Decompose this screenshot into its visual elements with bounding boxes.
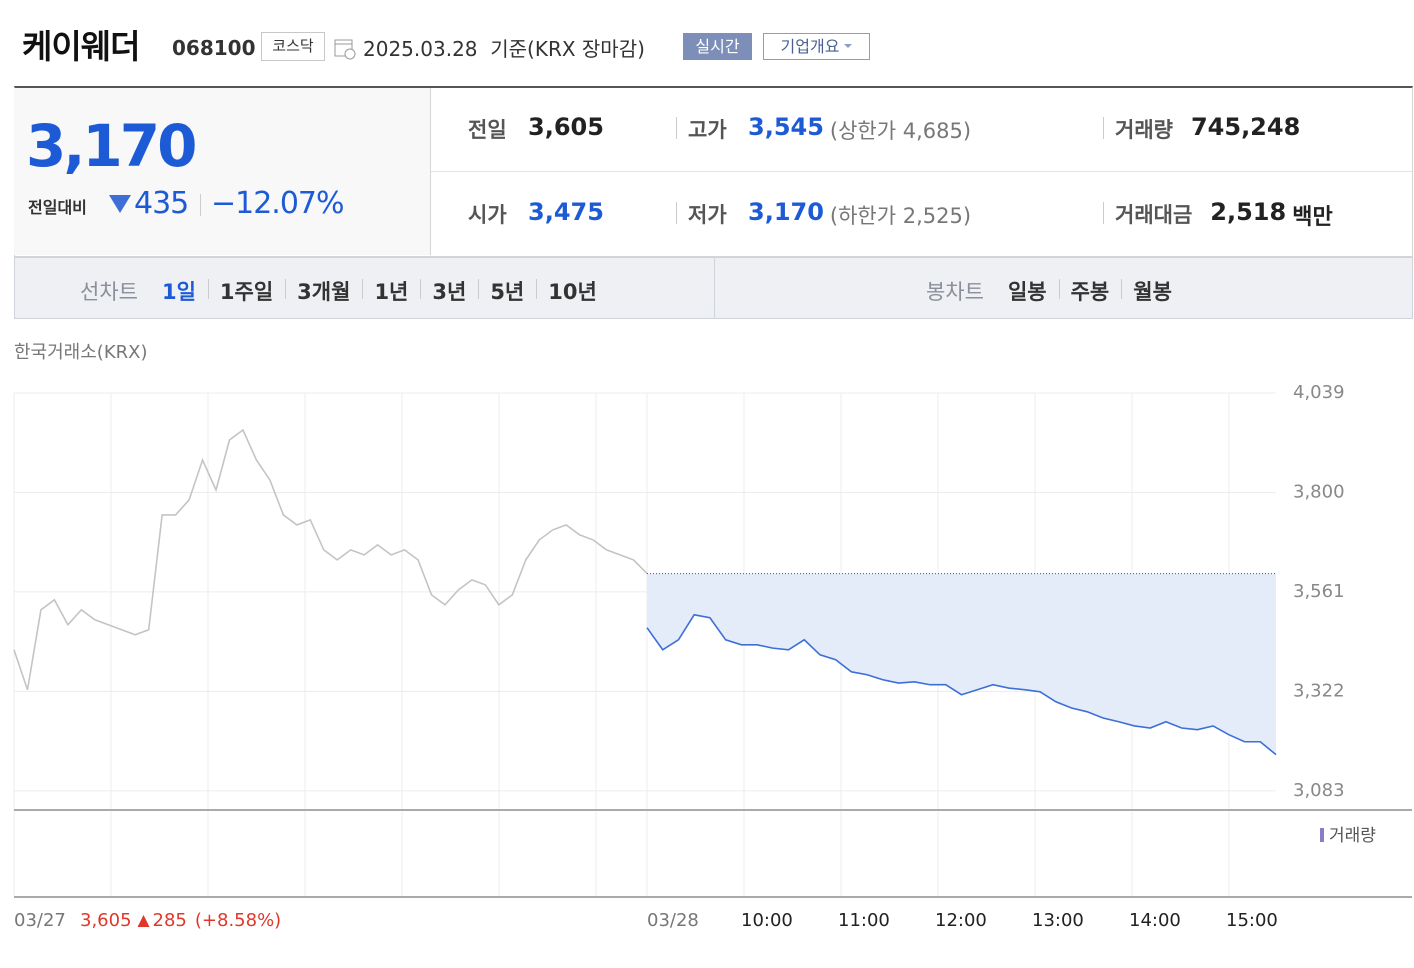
stat-value: 3,605 bbox=[528, 113, 604, 141]
tab[interactable]: 3년 bbox=[432, 280, 467, 304]
tab[interactable]: 10년 bbox=[548, 280, 597, 304]
company-label: 기업개요 bbox=[780, 37, 840, 56]
tab[interactable]: 주봉 bbox=[1070, 280, 1110, 304]
separator bbox=[676, 202, 677, 224]
date-basis: 기준(KRX 장마감) bbox=[490, 37, 645, 61]
x-tick-label: 13:00 bbox=[1032, 910, 1084, 931]
date: 2025.03.28 bbox=[363, 37, 478, 61]
y-tick-label: 3,800 bbox=[1293, 481, 1345, 502]
separator bbox=[478, 279, 480, 299]
stat-label: 거래대금 bbox=[1115, 203, 1193, 227]
separator bbox=[536, 279, 538, 299]
x-tick-label: 10:00 bbox=[741, 910, 793, 931]
x-tick-label: 11:00 bbox=[838, 910, 890, 931]
separator bbox=[1121, 279, 1123, 299]
down-arrow bbox=[109, 195, 131, 213]
separator bbox=[200, 194, 201, 216]
tab[interactable]: 1일 bbox=[161, 280, 196, 304]
volume-legend: 거래량 bbox=[1329, 826, 1376, 846]
separator bbox=[207, 279, 209, 299]
tab[interactable]: 일봉 bbox=[1007, 280, 1047, 304]
chart-source: 한국거래소(KRX) bbox=[14, 342, 148, 363]
tab-bar bbox=[14, 257, 1413, 319]
separator bbox=[285, 279, 287, 299]
tab-group-label: 선차트 bbox=[80, 280, 138, 304]
tab[interactable]: 5년 bbox=[490, 280, 525, 304]
price-limit: (상한가 4,685) bbox=[829, 119, 972, 143]
tab[interactable]: 월봉 bbox=[1133, 280, 1172, 304]
separator bbox=[1103, 202, 1104, 224]
tab[interactable]: 3개월 bbox=[297, 280, 351, 304]
x-day-label: 03/27 bbox=[14, 910, 66, 931]
separator bbox=[362, 279, 364, 299]
x-tick-label: 14:00 bbox=[1129, 910, 1181, 931]
change-pct: −12.07% bbox=[211, 186, 345, 221]
volume-legend-swatch bbox=[1320, 828, 1324, 842]
prev-change: 285 bbox=[153, 910, 187, 931]
stat-label: 고가 bbox=[688, 118, 727, 142]
stat-value: 3,170 bbox=[748, 198, 824, 226]
stat-label: 저가 bbox=[688, 203, 727, 227]
stat-label: 거래량 bbox=[1115, 118, 1173, 142]
x-tick-label: 12:00 bbox=[935, 910, 987, 931]
prev-pct: (+8.58%) bbox=[195, 910, 281, 931]
stat-unit: 백만 bbox=[1292, 205, 1333, 230]
divider bbox=[714, 258, 715, 318]
x-day-label: 03/28 bbox=[647, 910, 699, 931]
prev-close: 3,605 bbox=[80, 910, 132, 931]
y-tick-label: 3,561 bbox=[1293, 581, 1345, 602]
calendar-icon bbox=[334, 39, 356, 60]
up-arrow bbox=[137, 915, 150, 927]
area bbox=[647, 573, 1276, 755]
y-tick-label: 4,039 bbox=[1293, 382, 1345, 403]
stat-value: 3,545 bbox=[748, 113, 824, 141]
separator bbox=[420, 279, 422, 299]
price-limit: (하한가 2,525) bbox=[829, 204, 972, 228]
change: 435 bbox=[134, 186, 189, 221]
stat-label: 시가 bbox=[468, 203, 507, 227]
price-line bbox=[646, 613, 1277, 756]
stat-value: 3,475 bbox=[528, 198, 604, 226]
stock-code: 068100 bbox=[172, 36, 256, 60]
tab[interactable]: 1년 bbox=[374, 280, 409, 304]
date-info: 2025.03.28 기준(KRX 장마감) bbox=[363, 33, 645, 62]
separator bbox=[1058, 279, 1060, 299]
current-price: 3,170 bbox=[26, 112, 197, 180]
price-panel bbox=[14, 88, 431, 255]
y-tick-label: 3,083 bbox=[1293, 780, 1345, 801]
separator bbox=[1103, 117, 1104, 139]
stat-label: 전일 bbox=[468, 118, 507, 142]
market-badge: 코스닥 bbox=[261, 32, 325, 61]
stat-value: 745,248 bbox=[1190, 113, 1301, 141]
y-tick-label: 3,322 bbox=[1293, 680, 1345, 701]
divider bbox=[431, 171, 1412, 172]
tab-group-label: 봉차트 bbox=[926, 280, 984, 304]
x-tick-label: 15:00 bbox=[1226, 910, 1278, 931]
stock-name: 케이웨더 bbox=[22, 27, 140, 66]
change-label: 전일대비 bbox=[28, 198, 87, 217]
separator bbox=[676, 117, 677, 139]
price-line bbox=[13, 428, 648, 690]
tab[interactable]: 1주일 bbox=[219, 280, 274, 304]
company-button[interactable]: 기업개요 bbox=[763, 33, 870, 60]
stat-value: 2,518 bbox=[1210, 198, 1287, 226]
realtime-button[interactable]: 실시간 bbox=[683, 33, 752, 60]
